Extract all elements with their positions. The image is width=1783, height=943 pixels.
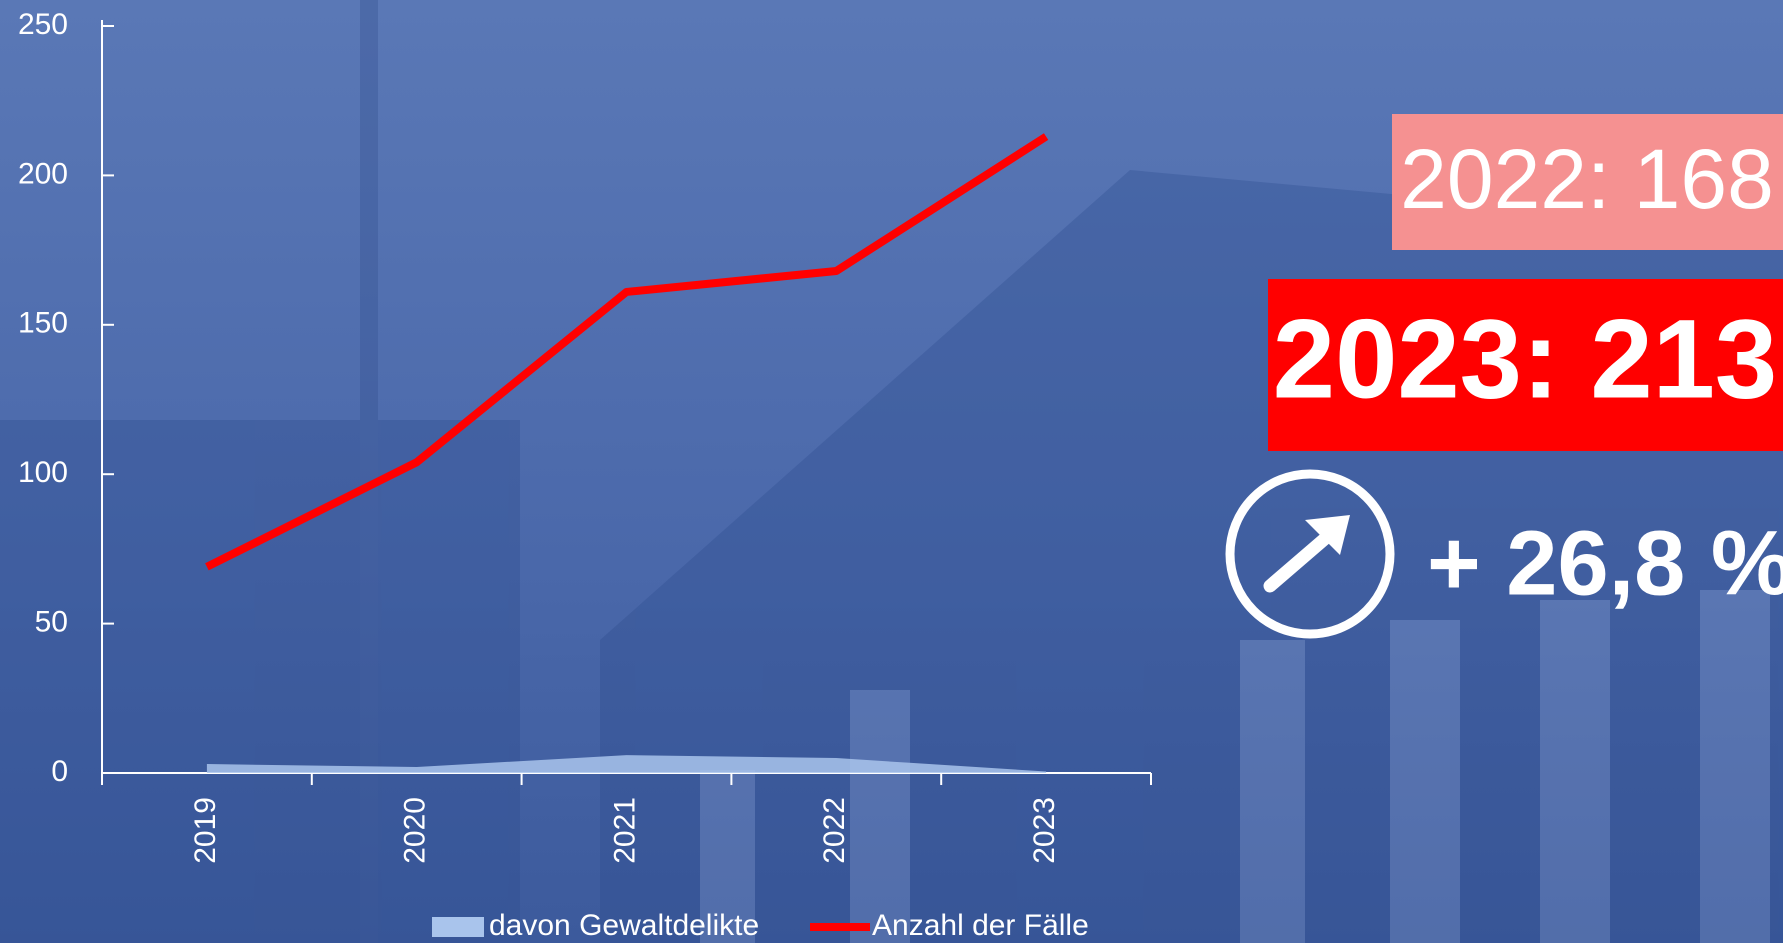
legend-label: davon Gewaltdelikte	[489, 909, 759, 942]
trend-icon	[1225, 469, 1395, 639]
annotation-box	[1268, 279, 1783, 451]
annotation: + 26,8 %	[1427, 512, 1783, 614]
line	[205, 133, 1049, 571]
y-tick-label: 250	[18, 8, 68, 41]
y-tick-label: 200	[18, 157, 68, 190]
trend-arrow	[1263, 523, 1342, 593]
x-tick-label: 2023	[1028, 797, 1061, 864]
area	[206, 755, 1047, 773]
legend-label: Anzahl der Fälle	[872, 909, 1089, 942]
y-tick-label: 50	[35, 606, 68, 639]
x-tick-label: 2021	[608, 797, 641, 864]
x-tick-label: 2019	[189, 797, 222, 864]
y-tick-label: 0	[51, 755, 68, 788]
y-tick-label: 100	[18, 456, 68, 489]
legend-swatch	[432, 917, 484, 937]
y-tick-label: 150	[18, 307, 68, 340]
annotation: 2022: 168	[1400, 132, 1774, 226]
annotation-box	[1392, 114, 1783, 250]
x-tick-label: 2022	[818, 797, 851, 864]
x-tick-label: 2020	[399, 797, 432, 864]
trend-arrowhead	[1305, 515, 1350, 555]
annotation: 2023: 213	[1273, 297, 1777, 422]
